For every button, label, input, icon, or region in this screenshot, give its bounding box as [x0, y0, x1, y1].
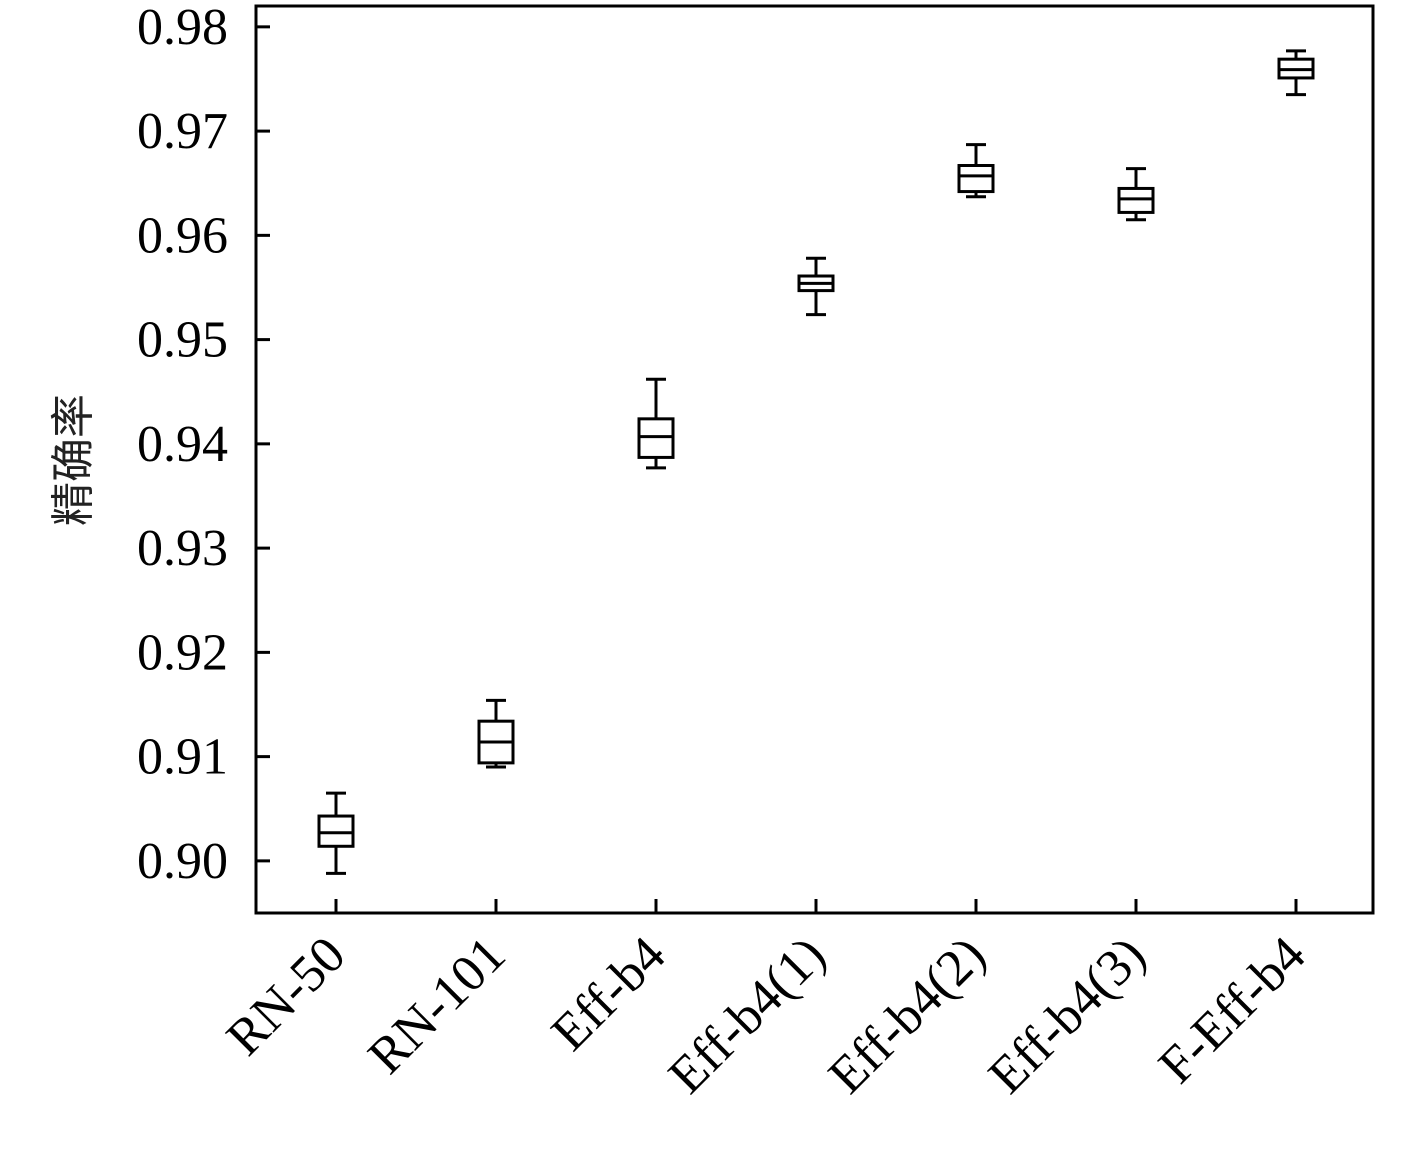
x-tick-label: F-Eff-b4	[1148, 926, 1316, 1094]
y-tick-label: 0.90	[137, 833, 228, 890]
plot-frame	[254, 4, 1375, 915]
y-tick-label: 0.92	[137, 624, 228, 681]
x-axis: RN-50 RN-101 Eff-b4Eff-b4(1)Eff-b4(2)Eff-b…	[216, 899, 1316, 1105]
x-tick-label: Eff-b4(1)	[658, 926, 836, 1104]
box-RN-50	[317, 791, 355, 875]
box-iqr	[637, 417, 675, 459]
y-tick-label: 0.95	[137, 312, 228, 369]
x-tick-label: Eff-b4(3)	[978, 926, 1156, 1104]
y-tick-label: 0.96	[137, 207, 228, 264]
y-tick-label: 0.93	[137, 520, 228, 577]
x-tick-label: RN-101	[358, 926, 517, 1085]
box-F-Eff-b4	[1277, 49, 1315, 97]
y-tick-label: 0.94	[137, 416, 228, 473]
y-axis-label: 精确率	[48, 394, 99, 526]
x-tick-label: Eff-b4	[541, 926, 677, 1062]
box-iqr	[317, 814, 355, 848]
box-series	[317, 49, 1315, 875]
box-iqr	[957, 164, 995, 194]
box-Eff-b4(3)	[1117, 167, 1155, 222]
y-tick-label: 0.97	[137, 103, 228, 160]
box-RN-101	[477, 698, 515, 769]
box-Eff-b4	[637, 377, 675, 470]
y-axis: 0.90 0.91 0.92 0.93 0.94 0.95 0.96 0.97 0.98	[137, 0, 270, 890]
x-tick-label: Eff-b4(2)	[818, 926, 996, 1104]
box-Eff-b4(1)	[797, 256, 835, 317]
x-tick-label: RN-50	[216, 926, 356, 1066]
y-tick-label: 0.98	[137, 0, 228, 56]
box-Eff-b4(2)	[957, 143, 995, 199]
box-iqr	[1117, 186, 1155, 214]
y-tick-label: 0.91	[137, 729, 228, 786]
